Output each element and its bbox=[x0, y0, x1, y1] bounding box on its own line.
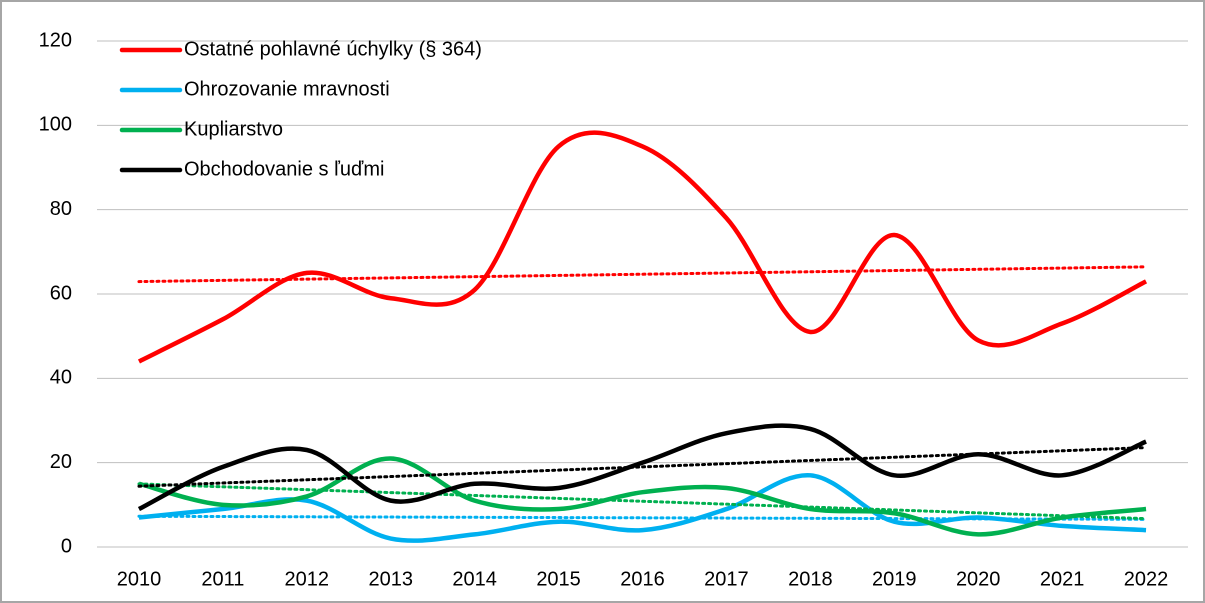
x-tick-label: 2013 bbox=[368, 568, 413, 590]
x-tick-label: 2012 bbox=[285, 568, 330, 590]
x-tick-label: 2017 bbox=[704, 568, 749, 590]
y-tick-label: 60 bbox=[50, 282, 72, 304]
x-tick-label: 2015 bbox=[536, 568, 581, 590]
y-tick-label: 20 bbox=[50, 451, 72, 473]
legend-label: Obchodovanie s ľuďmi bbox=[184, 158, 384, 180]
series-line bbox=[138, 473, 1147, 543]
series-line bbox=[137, 130, 1148, 364]
x-tick-label: 2020 bbox=[956, 568, 1001, 590]
y-tick-label: 40 bbox=[50, 367, 72, 389]
x-tick-label: 2016 bbox=[620, 568, 665, 590]
x-tick-label: 2011 bbox=[201, 568, 244, 590]
trendline bbox=[137, 265, 1148, 284]
y-tick-label: 80 bbox=[50, 198, 72, 220]
legend-label: Ohrozovanie mravnosti bbox=[184, 78, 390, 100]
x-tick-label: 2014 bbox=[452, 568, 497, 590]
trendline bbox=[137, 482, 1148, 521]
x-tick-label: 2022 bbox=[1124, 568, 1169, 590]
y-tick-label: 100 bbox=[39, 114, 72, 136]
legend-label: Ostatné pohlavné úchylky (§ 364) bbox=[184, 38, 482, 60]
y-tick-label: 0 bbox=[61, 535, 72, 557]
x-tick-label: 2010 bbox=[117, 568, 162, 590]
series-line bbox=[137, 423, 1147, 512]
legend-label: Kupliarstvo bbox=[184, 118, 283, 140]
y-tick-label: 120 bbox=[39, 29, 72, 51]
x-tick-label: 2019 bbox=[872, 568, 917, 590]
x-tick-label: 2018 bbox=[788, 568, 833, 590]
x-tick-label: 2021 bbox=[1040, 568, 1085, 590]
series-line bbox=[138, 456, 1147, 537]
